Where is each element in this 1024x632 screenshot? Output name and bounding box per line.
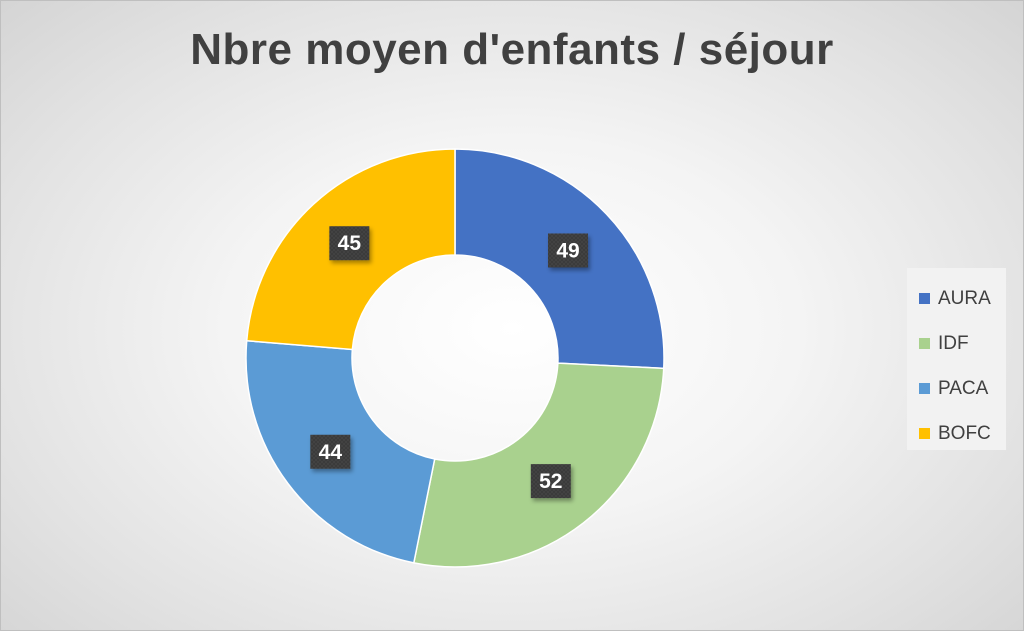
legend-swatch xyxy=(919,338,930,349)
legend-label: BOFC xyxy=(938,422,991,444)
legend-label: IDF xyxy=(938,332,969,354)
data-label-box xyxy=(548,233,589,268)
data-label-text: 49 xyxy=(556,239,579,262)
data-label-box xyxy=(329,226,370,261)
data-label-box xyxy=(530,464,571,499)
data-label-text: 44 xyxy=(319,441,343,464)
data-label-box xyxy=(310,434,351,469)
legend-swatch xyxy=(919,293,930,304)
legend-swatch xyxy=(919,428,930,439)
data-label-text: 45 xyxy=(338,232,362,255)
legend-item-bofc: BOFC xyxy=(907,411,1006,456)
legend-swatch xyxy=(919,383,930,394)
legend-item-aura: AURA xyxy=(907,276,1006,321)
data-label-idf: 52 xyxy=(530,464,571,499)
legend-item-idf: IDF xyxy=(907,321,1006,366)
chart-legend: AURA IDF PACA BOFC xyxy=(907,268,1006,450)
legend-label: AURA xyxy=(938,287,991,309)
data-label-paca: 44 xyxy=(310,434,351,469)
chart-title: Nbre moyen d'enfants / séjour xyxy=(190,25,834,74)
data-label-text: 52 xyxy=(539,470,562,493)
legend-label: PACA xyxy=(938,377,989,399)
data-label-bofc: 45 xyxy=(329,226,370,261)
data-label-aura: 49 xyxy=(548,233,589,268)
legend-item-paca: PACA xyxy=(907,366,1006,411)
